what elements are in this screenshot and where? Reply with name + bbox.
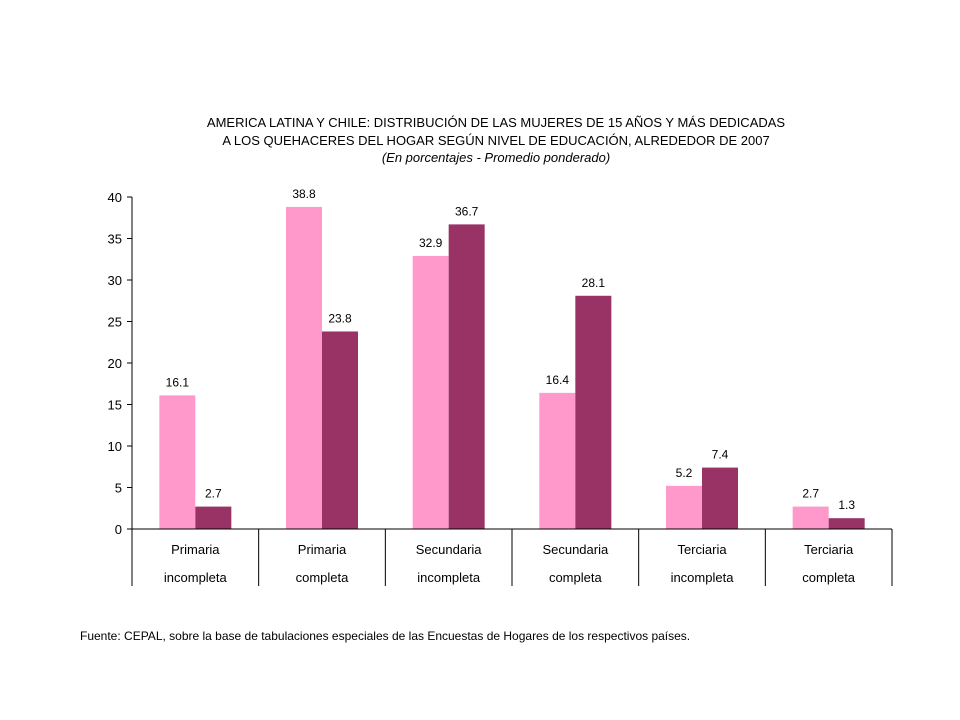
bar-series-1 — [159, 395, 196, 529]
data-label: 7.4 — [712, 448, 729, 462]
bar-series-2 — [702, 467, 738, 529]
y-tick-label: 30 — [108, 273, 122, 288]
category-label: completa — [296, 570, 350, 585]
data-label: 5.2 — [676, 466, 693, 480]
data-label: 16.4 — [546, 373, 570, 387]
category-label: incompleta — [671, 570, 735, 585]
bar-series-2 — [448, 224, 485, 529]
bars — [159, 206, 865, 529]
data-label: 1.3 — [838, 498, 855, 512]
bar-series-2 — [195, 506, 232, 529]
bar-series-2 — [828, 518, 865, 529]
bar-series-1 — [666, 485, 702, 529]
data-label: 36.7 — [455, 204, 479, 218]
y-tick-label: 15 — [108, 398, 122, 413]
category-label: completa — [802, 570, 856, 585]
y-tick-label: 5 — [115, 481, 122, 496]
category-label: incompleta — [417, 570, 481, 585]
category-label: Primaria — [171, 542, 220, 557]
chart-subtitle: (En porcentajes - Promedio ponderado) — [382, 150, 610, 165]
y-tick-label: 35 — [108, 232, 122, 247]
bar-series-1 — [412, 255, 449, 529]
category-label: Terciaria — [677, 542, 727, 557]
data-labels: 16.1 38.8 32.9 16.4 5.2 2.7 2.7 23.8 36.7 28.1 7.4… — [166, 187, 856, 512]
bar-series-2 — [575, 295, 612, 529]
bar-series-1 — [539, 392, 576, 529]
bar-series-2 — [322, 331, 358, 529]
category-label: incompleta — [164, 570, 228, 585]
source-note: Fuente: CEPAL, sobre la base de tabulaci… — [80, 629, 690, 643]
category-label: completa — [549, 570, 603, 585]
y-tick-label: 20 — [108, 356, 122, 371]
data-label: 16.1 — [166, 375, 190, 389]
y-tick-label: 10 — [108, 439, 122, 454]
category-label: Secundaria — [416, 542, 483, 557]
bar-series-1 — [286, 206, 322, 529]
category-label: Secundaria — [542, 542, 609, 557]
data-label: 38.8 — [292, 187, 316, 201]
chart-title-line-1: AMERICA LATINA Y CHILE: DISTRIBUCIÓN DE … — [207, 115, 786, 130]
y-tick-label: 25 — [108, 315, 122, 330]
data-label: 28.1 — [582, 276, 606, 290]
y-axis: 0 5 10 15 20 25 30 35 40 — [108, 190, 133, 537]
data-label: 2.7 — [802, 487, 819, 501]
x-axis: Primaria incompleta Primaria completa Secund… — [131, 528, 893, 586]
y-tick-label: 0 — [115, 522, 122, 537]
data-label: 32.9 — [419, 236, 443, 250]
bar-series-1 — [792, 506, 829, 529]
category-label: Primaria — [298, 542, 347, 557]
data-label: 2.7 — [205, 487, 222, 501]
data-label: 23.8 — [328, 311, 352, 325]
chart-title-line-2: A LOS QUEHACERES DEL HOGAR SEGÚN NIVEL D… — [222, 133, 769, 148]
category-label: Terciaria — [804, 542, 854, 557]
y-tick-label: 40 — [108, 190, 122, 205]
